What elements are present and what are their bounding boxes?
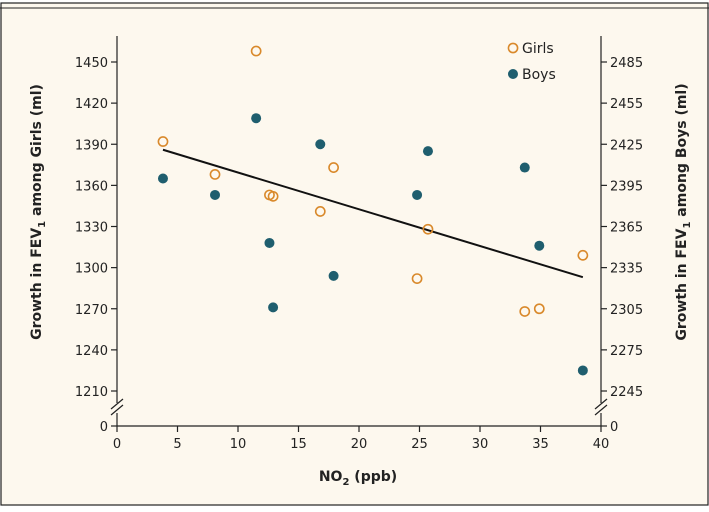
boys-point <box>157 173 168 184</box>
boys-point <box>251 113 262 124</box>
girls-point <box>577 249 589 261</box>
right-tick-label: 2275 <box>610 344 643 359</box>
right-tick-label: 2425 <box>610 138 643 153</box>
left-tick-label: 1360 <box>75 179 108 194</box>
right-tick-label: 2365 <box>610 221 643 236</box>
x-axis: 0 5 10 15 20 25 30 35 40 <box>113 425 610 452</box>
girls-point <box>250 45 262 57</box>
boys-point <box>210 189 221 200</box>
right-tick-label: 2485 <box>610 56 643 71</box>
x-tick-label: 35 <box>532 437 549 452</box>
girls-point <box>411 273 423 284</box>
x-tick-label: 5 <box>173 437 181 452</box>
right-axis-break-mark <box>594 404 608 416</box>
boys-point <box>577 365 588 376</box>
girls-point <box>157 136 169 147</box>
right-tick-label: 2305 <box>610 303 643 318</box>
left-tick-label: 1210 <box>75 385 108 400</box>
legend-girls-label: Girls <box>522 41 554 57</box>
boys-point <box>328 270 339 281</box>
left-y-axis: 1210 1240 1270 1300 1330 1360 1390 1420 1450 0 <box>75 36 124 435</box>
girls-point <box>314 206 326 217</box>
x-tick-label: 0 <box>113 437 121 452</box>
right-zero-label: 0 <box>610 420 618 435</box>
left-tick-label: 1450 <box>75 56 108 71</box>
boys-point <box>412 189 423 200</box>
girls-point <box>519 306 531 317</box>
right-tick-label: 2455 <box>610 97 643 112</box>
trend-line-group <box>162 148 584 279</box>
right-tick-label: 2245 <box>610 385 643 400</box>
right-axis-break-mark <box>594 398 608 410</box>
boys-point <box>268 302 279 313</box>
boys-point <box>315 139 326 150</box>
legend-girls-marker <box>507 42 519 54</box>
left-tick-label: 1420 <box>75 97 108 112</box>
girls-point <box>533 303 545 315</box>
trend-line <box>162 148 584 279</box>
x-tick-label: 20 <box>351 437 368 452</box>
right-tick-label: 2335 <box>610 262 643 277</box>
right-y-axis: 2245 2275 2305 2335 2365 2395 2425 2455 2485 0 <box>594 36 643 435</box>
girls-point <box>422 223 434 235</box>
left-axis-break-mark <box>110 398 124 410</box>
x-tick-label: 15 <box>290 437 307 452</box>
right-tick-label: 2395 <box>610 179 643 194</box>
right-y-axis-title: Growth in FEV1 among Boys (ml) <box>674 83 693 340</box>
left-tick-label: 1300 <box>75 262 108 277</box>
girls-point <box>267 190 279 202</box>
x-tick-label: 25 <box>411 437 428 452</box>
left-zero-label: 0 <box>100 420 108 435</box>
data-points <box>157 45 589 376</box>
x-axis-title: NO2 (ppb) <box>319 469 397 488</box>
girls-point <box>209 169 221 180</box>
x-tick-label: 10 <box>230 437 247 452</box>
boys-point <box>534 240 545 251</box>
left-tick-label: 1330 <box>75 221 108 236</box>
left-tick-label: 1390 <box>75 138 108 153</box>
left-tick-label: 1240 <box>75 344 108 359</box>
boys-point <box>264 237 275 248</box>
left-y-axis-title: Growth in FEV1 among Girls (ml) <box>29 84 48 340</box>
x-tick-label: 40 <box>593 437 610 452</box>
boys-point <box>519 162 530 173</box>
legend: Girls Boys <box>507 41 556 83</box>
girls-point <box>328 162 339 173</box>
left-axis-break-mark <box>110 404 124 416</box>
legend-boys-label: Boys <box>522 67 556 83</box>
left-tick-label: 1270 <box>75 303 108 318</box>
x-tick-label: 30 <box>472 437 489 452</box>
legend-boys-marker <box>508 69 518 79</box>
boys-point <box>422 146 433 157</box>
